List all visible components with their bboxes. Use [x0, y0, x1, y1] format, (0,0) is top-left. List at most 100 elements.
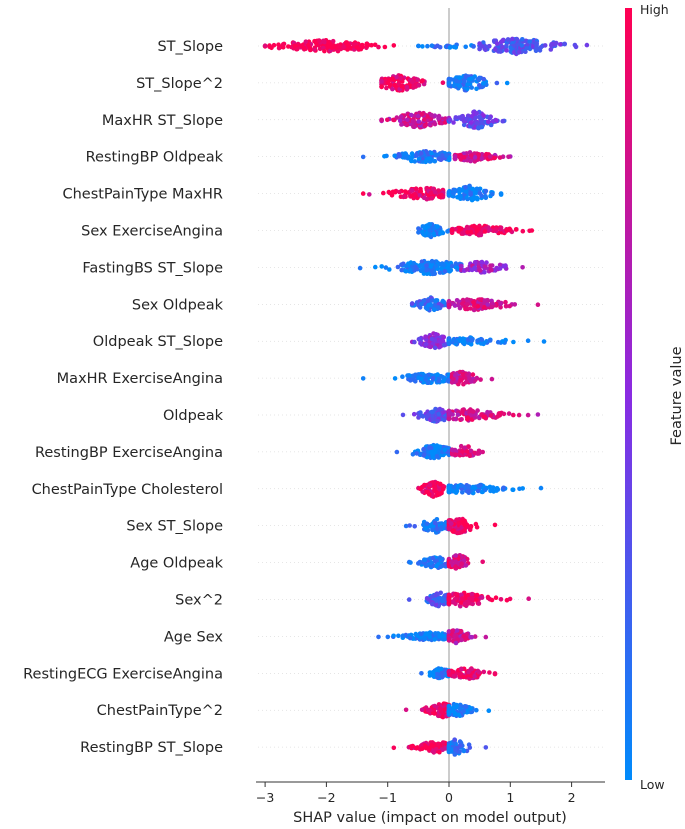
- shap-point: [379, 264, 385, 269]
- shap-point: [267, 43, 272, 48]
- shap-point: [469, 153, 474, 158]
- shap-point: [400, 374, 405, 380]
- shap-point: [465, 230, 470, 235]
- shap-point: [481, 414, 487, 420]
- shap-point: [419, 671, 424, 676]
- shap-point: [427, 482, 433, 488]
- shap-point: [446, 189, 452, 195]
- shap-point: [514, 37, 520, 42]
- shap-point: [430, 341, 436, 347]
- shap-point: [438, 344, 444, 349]
- x-tick-label: 0: [445, 790, 453, 805]
- shap-point: [276, 45, 282, 51]
- shap-point: [432, 703, 438, 709]
- shap-point: [360, 191, 366, 196]
- shap-point: [464, 267, 470, 272]
- shap-point: [488, 413, 494, 418]
- shap-point: [429, 258, 435, 264]
- shap-point: [516, 49, 522, 55]
- shap-point: [425, 43, 430, 49]
- shap-point: [481, 113, 486, 118]
- shap-point: [482, 229, 488, 234]
- shap-point: [494, 41, 500, 46]
- feature-label: Sex^2: [175, 593, 223, 609]
- shap-point: [458, 443, 464, 449]
- shap-point: [426, 302, 431, 308]
- shap-point: [457, 83, 463, 89]
- shap-point: [434, 671, 440, 676]
- shap-point: [534, 45, 539, 50]
- shap-point: [419, 707, 425, 713]
- shap-point: [432, 485, 437, 491]
- shap-point: [439, 563, 445, 569]
- shap-point: [423, 341, 429, 347]
- shap-point: [427, 630, 433, 635]
- shap-point: [419, 111, 425, 117]
- shap-point: [464, 449, 470, 454]
- shap-point: [461, 79, 467, 84]
- shap-point: [524, 46, 529, 51]
- shap-point: [562, 41, 567, 47]
- shap-point: [356, 46, 362, 52]
- shap-point: [462, 601, 468, 606]
- shap-point: [412, 339, 417, 345]
- shap-point: [413, 379, 418, 384]
- shap-point: [549, 43, 554, 48]
- shap-point: [418, 341, 423, 346]
- shap-point: [427, 344, 433, 349]
- shap-point: [405, 117, 410, 123]
- shap-point: [403, 263, 409, 269]
- shap-point: [439, 303, 444, 308]
- shap-point: [460, 596, 465, 601]
- shap-point: [420, 229, 425, 234]
- shap-point: [452, 187, 458, 193]
- colorbar: [625, 8, 632, 780]
- shap-point: [471, 44, 476, 49]
- shap-point: [469, 337, 475, 342]
- x-axis-ticks: −3 −2 −1 0 1 2: [256, 782, 576, 805]
- shap-point: [477, 190, 483, 196]
- feature-label: RestingBP ST_Slope: [80, 740, 223, 756]
- shap-point: [446, 563, 452, 569]
- shap-point: [494, 265, 499, 271]
- shap-point: [510, 487, 515, 493]
- shap-point: [513, 227, 519, 232]
- shap-point: [452, 633, 458, 638]
- shap-point: [432, 520, 438, 526]
- shap-point: [404, 84, 410, 90]
- shap-point: [467, 745, 473, 750]
- shap-point: [475, 338, 480, 344]
- shap-point: [405, 373, 410, 378]
- shap-point: [379, 84, 384, 90]
- shap-point: [450, 628, 455, 634]
- shap-point: [457, 739, 463, 744]
- shap-point: [429, 594, 435, 599]
- shap-point: [407, 267, 413, 273]
- shap-point: [453, 452, 458, 457]
- shap-point: [451, 674, 457, 679]
- shap-point: [418, 268, 424, 273]
- shap-point: [470, 186, 475, 192]
- shap-point: [430, 375, 436, 381]
- shap-point: [433, 631, 438, 636]
- shap-point: [530, 44, 536, 49]
- shap-point: [367, 192, 372, 197]
- shap-point: [483, 634, 489, 640]
- shap-point: [474, 707, 479, 713]
- shap-point: [446, 340, 452, 346]
- shap-point: [447, 45, 453, 50]
- shap-point: [474, 111, 480, 116]
- shap-point: [435, 372, 440, 377]
- shap-point: [422, 123, 428, 129]
- shap-point: [463, 379, 469, 385]
- shap-point: [420, 44, 425, 49]
- shap-point: [482, 269, 487, 275]
- shap-point: [487, 670, 492, 675]
- shap-point: [457, 369, 463, 375]
- shap-point: [416, 156, 422, 162]
- shap-point: [453, 564, 458, 569]
- shap-point: [444, 153, 449, 158]
- shap-point: [395, 264, 401, 270]
- shap-point: [468, 120, 474, 125]
